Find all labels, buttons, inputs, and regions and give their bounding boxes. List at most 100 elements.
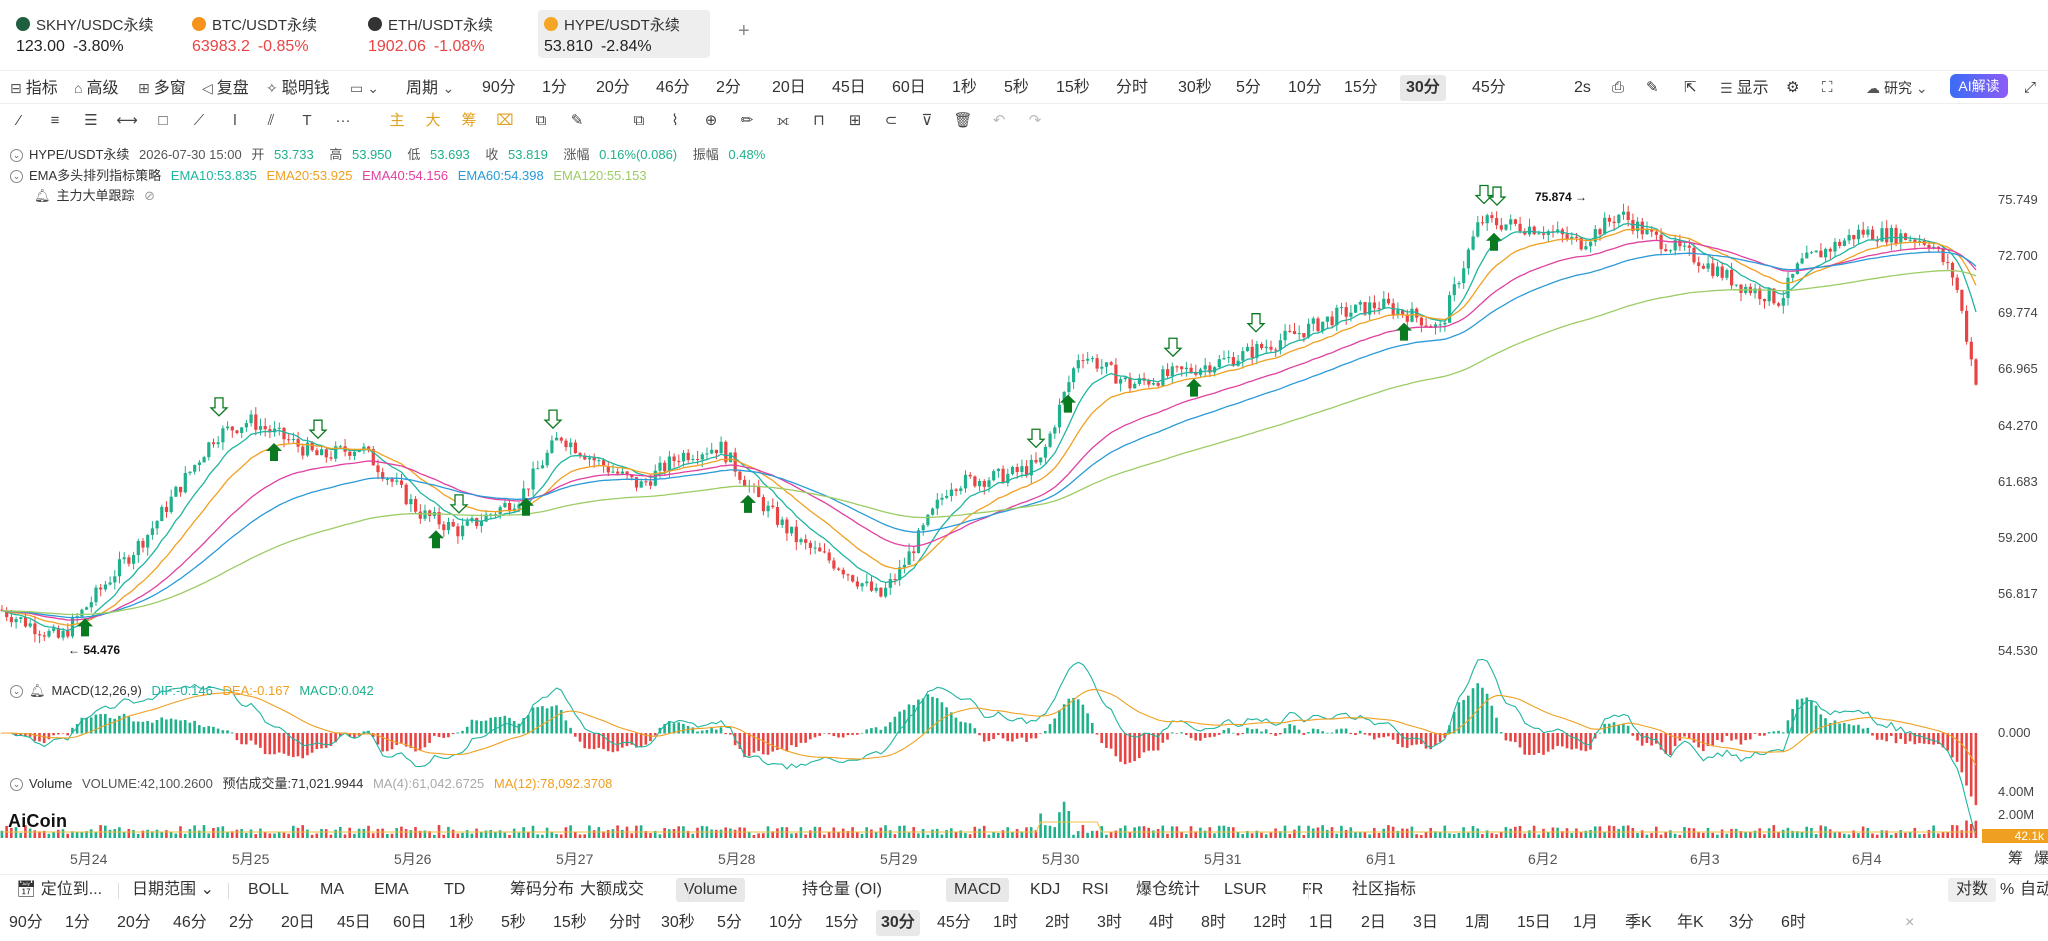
trend-icon[interactable]: □ [158, 112, 168, 129]
indicator--[interactable]: 爆仓统计 [1136, 881, 1201, 898]
bottom-period-31[interactable]: 年K [1677, 914, 1704, 931]
bottom-period-5[interactable]: 20日 [281, 914, 315, 931]
vline-icon[interactable]: ⟋ [193, 112, 205, 129]
indicator-td[interactable]: TD [444, 881, 466, 898]
bottom-period-21[interactable]: 4时 [1149, 914, 1174, 931]
date-range-dropdown[interactable]: 日期范围 ⌄ [132, 881, 214, 898]
period-15[interactable]: 15分 [1344, 79, 1378, 96]
bottom-period-28[interactable]: 15日 [1517, 914, 1551, 931]
line-icon[interactable]: ⁄ [17, 112, 21, 129]
bottom-period-23[interactable]: 12时 [1253, 914, 1287, 931]
ticker-tab-eth[interactable]: ETH/USDT永续 1902.06 -1.08% [362, 10, 499, 58]
period-5[interactable]: 20日 [772, 79, 806, 96]
ruler-icon[interactable]: ⧉ [633, 112, 645, 129]
indicator-ema[interactable]: EMA [374, 881, 409, 898]
bottom-period-24[interactable]: 1日 [1309, 914, 1334, 931]
chart-canvas[interactable] [0, 140, 2048, 840]
indicator-macd[interactable]: MACD [946, 878, 1010, 902]
brush-icon[interactable]: ⊕ [704, 112, 718, 129]
ai-interpret-button[interactable]: AI解读 [1950, 74, 2008, 98]
bottom-period-8[interactable]: 1秒 [449, 914, 474, 931]
locate-button[interactable]: 📅︎ 定位到... [16, 881, 103, 898]
period-dropdown[interactable]: 周期 ⌄ [406, 80, 455, 97]
bottom-period-17[interactable]: 45分 [937, 914, 971, 931]
bottom-period-20[interactable]: 3时 [1097, 914, 1122, 931]
collapse-icon[interactable]: ⌄ [10, 685, 23, 699]
percent-scale-toggle[interactable]: % [2000, 881, 2015, 898]
bottom-period-9[interactable]: 5秒 [501, 914, 526, 931]
period-2[interactable]: 20分 [596, 79, 630, 96]
period-10[interactable]: 15秒 [1056, 79, 1090, 96]
indicator--[interactable]: 社区指标 [1352, 881, 1417, 898]
refresh-interval[interactable]: 2s [1574, 79, 1591, 96]
period-11[interactable]: 分时 [1116, 79, 1149, 96]
export-icon[interactable]: ⇱ [1684, 79, 1697, 96]
indicator-boll[interactable]: BOLL [248, 881, 289, 898]
bottom-period-3[interactable]: 46分 [173, 914, 207, 931]
collapse-icon[interactable]: ⌄ [10, 170, 23, 184]
lock-icon[interactable]: ⟗ [776, 112, 790, 129]
bottom-period-15[interactable]: 15分 [825, 914, 859, 931]
bottom-period-7[interactable]: 60日 [393, 914, 427, 931]
eye-off-icon[interactable]: ⊘ [144, 188, 156, 203]
bottom-period-16[interactable]: 30分 [876, 910, 920, 936]
bottom-period-13[interactable]: 5分 [717, 914, 742, 931]
auto-scale-toggle[interactable]: 自动 [2020, 881, 2048, 898]
bottom-period-1[interactable]: 1分 [65, 914, 90, 931]
bottom-period-0[interactable]: 90分 [9, 914, 43, 931]
indicator--[interactable]: 筹码分布 [510, 881, 575, 898]
bottom-period-25[interactable]: 2日 [1361, 914, 1386, 931]
pencil-icon[interactable]: ✎ [1646, 79, 1659, 96]
ticker-tab-hype[interactable]: HYPE/USDT永续 53.810 -2.84% [538, 10, 710, 58]
more-icon[interactable]: T [302, 112, 312, 129]
bottom-period-22[interactable]: 8时 [1201, 914, 1226, 931]
expand-icon[interactable]: ⤢ [2024, 79, 2037, 96]
filter-icon[interactable]: ⊂ [884, 112, 898, 129]
replay-button[interactable]: ◁ 复盘 [202, 80, 249, 97]
period-8[interactable]: 1秒 [952, 79, 977, 96]
liquidation-toggle[interactable]: 爆 [2034, 850, 2048, 867]
fullscreen-icon[interactable]: ⛶ [1822, 79, 1833, 96]
bottom-period-18[interactable]: 1时 [993, 914, 1018, 931]
display-button[interactable]: ☰ 显示 [1720, 80, 1769, 97]
bottom-period-26[interactable]: 3日 [1413, 914, 1438, 931]
trash-icon[interactable]: ⊽ [921, 112, 933, 129]
main-icon[interactable]: ··· [335, 112, 351, 129]
snapshot-icon[interactable]: ⌧ [496, 112, 514, 129]
ticker-tab-btc[interactable]: BTC/USDT永续 63983.2 -0.85% [186, 10, 323, 58]
indicator--oi-[interactable]: 持仓量 (OI) [802, 881, 882, 898]
period-6[interactable]: 45日 [832, 79, 866, 96]
eraser-icon[interactable]: 筹 [461, 112, 477, 129]
settings-icon[interactable]: ⚙ [1786, 79, 1800, 96]
bottom-period-29[interactable]: 1月 [1573, 914, 1598, 931]
bottom-period-12[interactable]: 30秒 [661, 914, 695, 931]
bottom-period-6[interactable]: 45日 [337, 914, 371, 931]
period-4[interactable]: 2分 [716, 79, 741, 96]
close-icon[interactable]: × [1905, 914, 1915, 931]
measure-icon[interactable]: ⧉ [535, 112, 547, 129]
period-0[interactable]: 90分 [482, 79, 516, 96]
bottom-period-27[interactable]: 1周 [1465, 914, 1490, 931]
collapse-icon[interactable]: ⌄ [10, 149, 23, 163]
indicators-button[interactable]: ⊟ 指标 [10, 80, 58, 97]
period-17[interactable]: 45分 [1472, 79, 1506, 96]
period-16[interactable]: 30分 [1400, 75, 1446, 101]
bottom-period-19[interactable]: 2时 [1045, 914, 1070, 931]
magnet-icon[interactable]: ⊞ [848, 112, 862, 129]
period-12[interactable]: 30秒 [1178, 79, 1212, 96]
link-icon[interactable]: ✏ [740, 112, 754, 129]
period-1[interactable]: 1分 [542, 79, 567, 96]
camera-icon[interactable]: ⎙ [1612, 79, 1625, 96]
chip-icon[interactable]: 大 [425, 112, 441, 129]
collapse-icon[interactable]: ⌄ [10, 778, 23, 792]
bottom-period-33[interactable]: 6时 [1781, 914, 1806, 931]
indicator-kdj[interactable]: KDJ [1030, 881, 1061, 898]
period-3[interactable]: 46分 [656, 79, 690, 96]
big-icon[interactable]: 主 [389, 112, 405, 129]
hline-icon[interactable]: ≡ [50, 112, 60, 129]
note-icon[interactable]: ⊓ [813, 112, 825, 129]
indicator-volume[interactable]: Volume [676, 878, 746, 902]
fib-icon[interactable]: ǀ [233, 112, 237, 129]
text-icon[interactable]: ⫽ [267, 112, 275, 129]
period-7[interactable]: 60日 [892, 79, 926, 96]
